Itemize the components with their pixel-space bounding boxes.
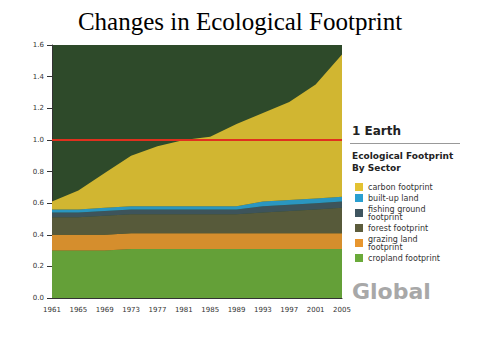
svg-text:fishing ground: fishing ground [368, 204, 428, 214]
svg-text:0.6: 0.6 [33, 199, 45, 207]
svg-text:1961: 1961 [43, 306, 61, 314]
svg-text:Ecological Footprint: Ecological Footprint [352, 151, 456, 161]
svg-text:cropland footprint: cropland footprint [368, 254, 440, 263]
svg-text:Changes in Ecological Footprin: Changes in Ecological Footprint [78, 8, 402, 35]
svg-text:1997: 1997 [280, 306, 298, 314]
svg-text:By Sector: By Sector [352, 163, 401, 173]
svg-text:built-up land: built-up land [368, 194, 419, 203]
svg-text:1985: 1985 [201, 306, 219, 314]
svg-text:1.0: 1.0 [33, 136, 44, 144]
svg-text:forest footprint: forest footprint [368, 224, 428, 233]
svg-text:0.0: 0.0 [33, 294, 44, 302]
svg-text:1 Earth: 1 Earth [352, 124, 401, 138]
svg-text:1.4: 1.4 [33, 73, 45, 81]
svg-text:1981: 1981 [175, 306, 193, 314]
svg-text:2005: 2005 [333, 306, 351, 314]
svg-text:1965: 1965 [69, 306, 87, 314]
svg-text:1973: 1973 [122, 306, 140, 314]
svg-text:2001: 2001 [307, 306, 325, 314]
svg-text:footprint: footprint [368, 243, 403, 252]
svg-text:carbon footprint: carbon footprint [368, 183, 433, 192]
svg-text:1977: 1977 [149, 306, 167, 314]
svg-text:1.6: 1.6 [33, 41, 45, 49]
svg-text:0.8: 0.8 [33, 168, 44, 176]
svg-text:1993: 1993 [254, 306, 272, 314]
svg-text:1969: 1969 [96, 306, 114, 314]
svg-text:0.2: 0.2 [33, 262, 44, 270]
svg-text:footprint: footprint [368, 213, 403, 222]
svg-text:1989: 1989 [228, 306, 246, 314]
svg-text:grazing land: grazing land [368, 234, 421, 244]
svg-text:Global: Global [352, 279, 431, 304]
svg-text:0.4: 0.4 [33, 231, 45, 239]
svg-text:1.2: 1.2 [33, 104, 44, 112]
